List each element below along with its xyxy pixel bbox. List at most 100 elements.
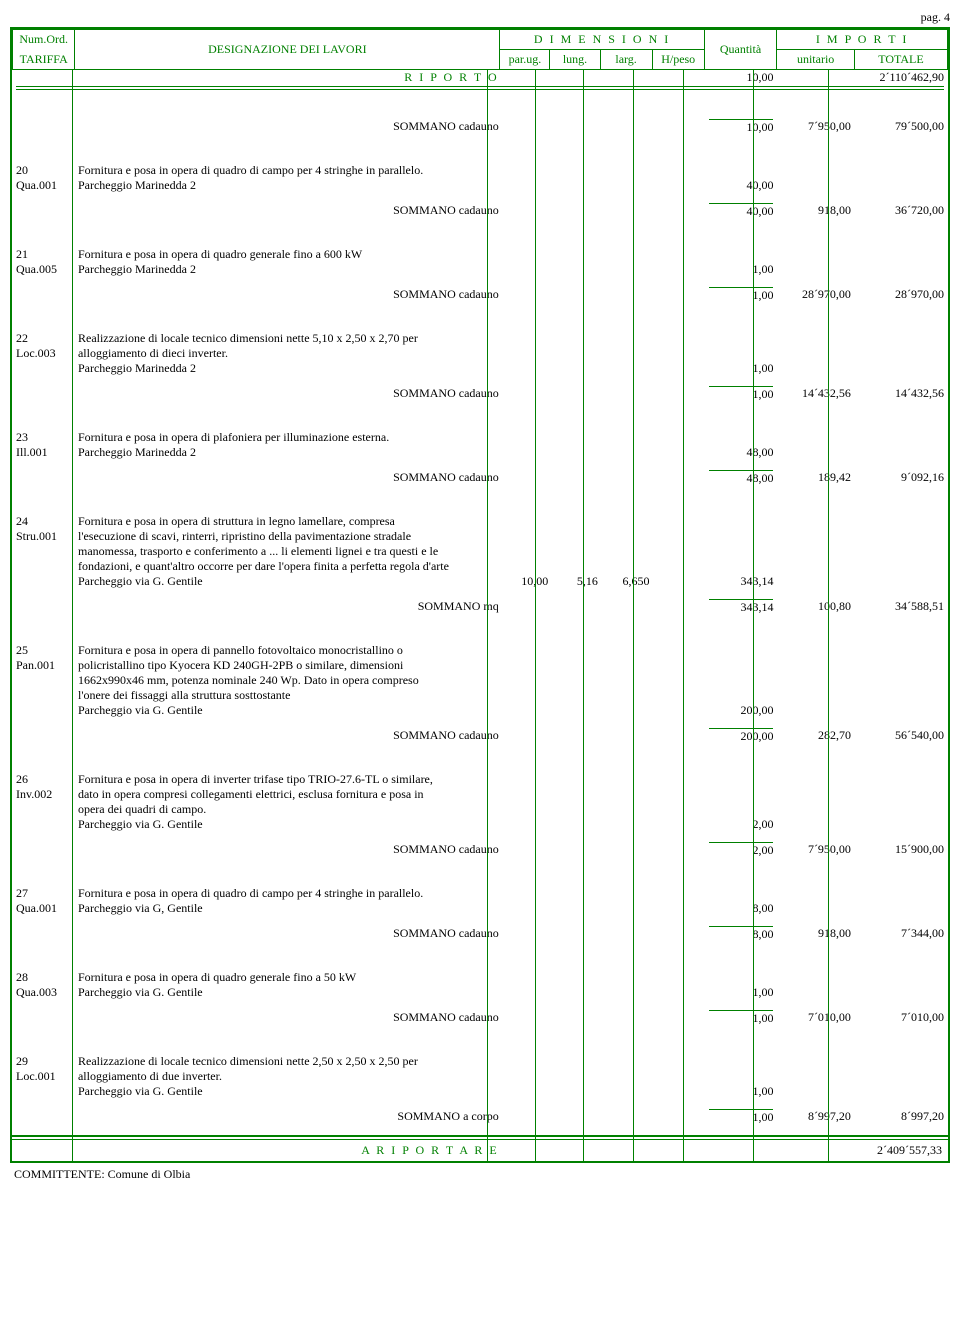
item-num: 21 <box>12 247 74 262</box>
riporto-row: R I P O R T O 10,00 2´110´462,90 <box>12 70 948 85</box>
item-desc: Parcheggio via G. Gentile <box>74 574 503 589</box>
sum-qta: 343,14 <box>705 599 777 615</box>
item-desc: Parcheggio via G, Gentile <box>74 901 503 916</box>
item-qta: 1,00 <box>705 985 777 1000</box>
sum-unit: 14´432,56 <box>777 386 854 402</box>
document-frame: Num.Ord. DESIGNAZIONE DEI LAVORI D I M E… <box>10 27 950 1163</box>
sum-unit: 28´970,00 <box>777 287 854 303</box>
item-tariffa: Qua.001 <box>12 901 74 916</box>
sum-label: SOMMANO a corpo <box>74 1109 503 1125</box>
item-desc: Parcheggio via G. Gentile <box>74 703 503 718</box>
sum-label: SOMMANO cadauno <box>74 287 503 303</box>
item-desc: Fornitura e posa in opera di struttura i… <box>74 514 503 529</box>
sum-unit: 282,70 <box>777 728 854 744</box>
hdr-larg: larg. <box>600 50 652 70</box>
sum-unit: 100,80 <box>777 599 854 615</box>
item-desc: 1662x990x46 mm, potenza nominale 240 Wp.… <box>74 673 503 688</box>
item-qta: 1,00 <box>705 262 777 277</box>
sum-qta: 8,00 <box>705 926 777 942</box>
item-tariffa: Qua.001 <box>12 178 74 193</box>
item-num: 22 <box>12 331 74 346</box>
hdr-tariffa: TARIFFA <box>13 50 75 70</box>
sum-label: SOMMANO cadauno <box>74 926 503 942</box>
item-qta: 8,00 <box>705 901 777 916</box>
item-desc: Realizzazione di locale tecnico dimensio… <box>74 1054 503 1069</box>
sum-tot: 28´970,00 <box>855 287 948 303</box>
item-qta: 1,00 <box>705 1084 777 1099</box>
item-desc: Parcheggio via G. Gentile <box>74 985 503 1000</box>
sum-label: SOMMANO cadauno <box>74 470 503 486</box>
item-num: 25 <box>12 643 74 658</box>
hdr-totale: TOTALE <box>854 50 947 70</box>
sum-tot: 8´997,20 <box>855 1109 948 1125</box>
item-num: 28 <box>12 970 74 985</box>
item-desc: Fornitura e posa in opera di inverter tr… <box>74 772 503 787</box>
hdr-quantita: Quantità <box>704 30 777 70</box>
table-header: Num.Ord. DESIGNAZIONE DEI LAVORI D I M E… <box>12 29 948 70</box>
sum-unit: 918,00 <box>777 203 854 219</box>
riporto-tot: 2´110´462,90 <box>855 70 948 85</box>
item-tariffa: Qua.003 <box>12 985 74 1000</box>
sum-unit: 7´950,00 <box>777 842 854 858</box>
item-qta: 1,00 <box>705 361 777 376</box>
item-tariffa: Inv.002 <box>12 787 74 802</box>
item-desc: Parcheggio via G. Gentile <box>74 817 503 832</box>
item-qta: 40,00 <box>705 178 777 193</box>
item-qta: 343,14 <box>705 574 777 589</box>
sum-tot: 14´432,56 <box>855 386 948 402</box>
sum-qta: 48,00 <box>705 470 777 486</box>
item-desc: Parcheggio Marinedda 2 <box>74 178 503 193</box>
sum-unit: 189,42 <box>777 470 854 486</box>
sum-label: SOMMANO cadauno <box>74 119 503 135</box>
item-desc: Fornitura e posa in opera di quadro di c… <box>74 163 503 178</box>
hdr-importi: I M P O R T I <box>777 30 948 50</box>
sum-tot: 36´720,00 <box>855 203 948 219</box>
sum-label: SOMMANO cadauno <box>74 842 503 858</box>
item-tariffa: Pan.001 <box>12 658 74 673</box>
sum-label: SOMMANO cadauno <box>74 1010 503 1026</box>
hdr-hpeso: H/peso <box>652 50 704 70</box>
item-num: 27 <box>12 886 74 901</box>
item-desc: policristallino tipo Kyocera KD 240GH-2P… <box>74 658 503 673</box>
sum-tot: 7´010,00 <box>855 1010 948 1026</box>
item-desc: Parcheggio Marinedda 2 <box>74 361 503 376</box>
table-body: R I P O R T O 10,00 2´110´462,90 SOMMANO… <box>12 70 948 1135</box>
item-desc: Fornitura e posa in opera di plafoniera … <box>74 430 503 445</box>
item-desc: l'onere dei fissaggi alla struttura sost… <box>74 688 503 703</box>
sum-tot: 34´588,51 <box>855 599 948 615</box>
sum-label: SOMMANO cadauno <box>74 203 503 219</box>
footer-row: A R I P O R T A R E 2´409´557,33 <box>12 1135 948 1161</box>
sum-unit: 7´010,00 <box>777 1010 854 1026</box>
item-desc: Realizzazione di locale tecnico dimensio… <box>74 331 503 346</box>
sum-qta: 40,00 <box>705 203 777 219</box>
sum-qta: 1,00 <box>705 1010 777 1026</box>
item-tariffa: Qua.005 <box>12 262 74 277</box>
item-desc: Fornitura e posa in opera di quadro gene… <box>74 247 503 262</box>
item-desc: fondazioni, e quant'altro occorre per da… <box>74 559 503 574</box>
item-tariffa: Loc.001 <box>12 1069 74 1084</box>
committente: COMMITTENTE: Comune di Olbia <box>10 1163 950 1182</box>
item-desc: Fornitura e posa in opera di pannello fo… <box>74 643 503 658</box>
hdr-unitario: unitario <box>777 50 855 70</box>
item-qta: 48,00 <box>705 445 777 460</box>
item-tariffa: Loc.003 <box>12 346 74 361</box>
hdr-parug: par.ug. <box>500 50 550 70</box>
sum-unit: 8´997,20 <box>777 1109 854 1125</box>
item-desc: l'esecuzione di scavi, rinterri, riprist… <box>74 529 503 544</box>
item-tariffa: Stru.001 <box>12 529 74 544</box>
sum-qta: 10,00 <box>705 119 777 135</box>
sum-qta: 2,00 <box>705 842 777 858</box>
item-qta: 2,00 <box>705 817 777 832</box>
page-number: pag. 4 <box>10 10 950 25</box>
item-desc: opera dei quadri di campo. <box>74 802 503 817</box>
riporto-label: R I P O R T O <box>74 70 503 85</box>
sum-qta: 1,00 <box>705 386 777 402</box>
sum-tot: 7´344,00 <box>855 926 948 942</box>
sum-qta: 1,00 <box>705 287 777 303</box>
table-body-wrap: R I P O R T O 10,00 2´110´462,90 SOMMANO… <box>12 70 948 1161</box>
item-num: 24 <box>12 514 74 529</box>
item-desc: Parcheggio Marinedda 2 <box>74 262 503 277</box>
item-desc: Fornitura e posa in opera di quadro di c… <box>74 886 503 901</box>
riporto-qta: 10,00 <box>705 70 777 85</box>
sum-tot: 9´092,16 <box>855 470 948 486</box>
